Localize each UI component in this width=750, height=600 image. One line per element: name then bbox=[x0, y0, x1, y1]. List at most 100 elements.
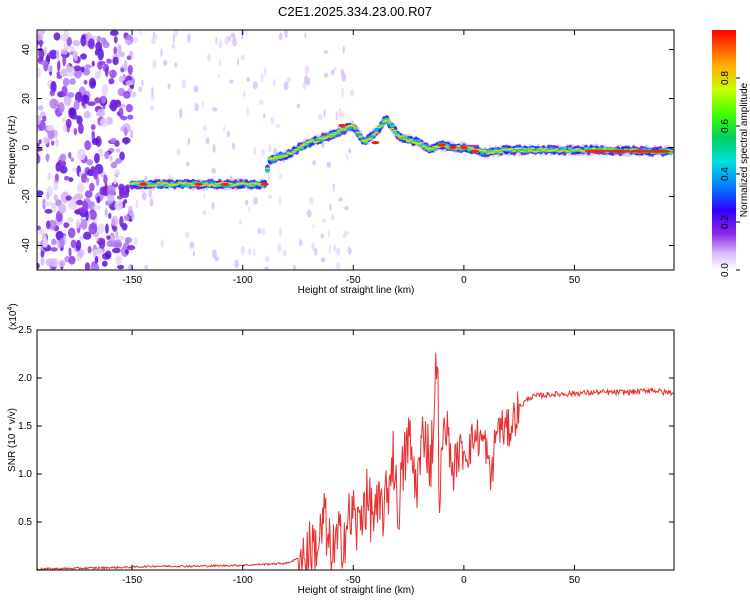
heatmap-faint-blob bbox=[168, 173, 171, 180]
heatmap-faint-blob bbox=[135, 199, 139, 209]
heatmap-ridge-cell bbox=[334, 131, 339, 133]
heatmap-ridge-cell bbox=[602, 148, 607, 150]
heatmap-ridge-cell bbox=[541, 149, 546, 151]
heatmap-ridge-cell bbox=[498, 151, 504, 154]
snr-y-tick-label: 1.5 bbox=[18, 421, 32, 432]
snr-x-ticks: -150 -100 -50 0 50 bbox=[122, 330, 580, 586]
heatmap-ridge-cell bbox=[336, 130, 342, 132]
heatmap-faint-blob bbox=[349, 88, 355, 98]
heatmap-y-tick-label: 0 bbox=[21, 144, 32, 150]
heatmap-noise-blob bbox=[105, 223, 109, 234]
heatmap-faint-blob bbox=[344, 230, 349, 236]
heatmap-noise-blob bbox=[117, 43, 122, 55]
heatmap-noise-blob bbox=[67, 91, 75, 98]
heatmap-noise-blob bbox=[120, 115, 128, 121]
heatmap-peak-cell bbox=[470, 149, 479, 153]
heatmap-ridge-cell bbox=[432, 148, 438, 152]
heatmap-ridge-cell bbox=[466, 146, 472, 148]
heatmap-faint-blob bbox=[278, 227, 282, 237]
heatmap-ridge-cell bbox=[517, 147, 523, 150]
heatmap-faint-blob bbox=[264, 255, 270, 263]
heatmap-noise-blob bbox=[89, 182, 95, 192]
heatmap-noise-blob bbox=[123, 199, 128, 204]
heatmap-ridge-cell bbox=[145, 182, 151, 184]
heatmap-noise-blob bbox=[55, 210, 63, 223]
heatmap-ridge-cell bbox=[283, 155, 289, 157]
heatmap-faint-blob bbox=[202, 125, 208, 131]
heatmap-noise-blob bbox=[113, 36, 118, 44]
heatmap-noise-blob bbox=[127, 244, 136, 251]
heatmap-ridge-cell bbox=[275, 157, 281, 159]
heatmap-faint-blob bbox=[240, 245, 245, 256]
heatmap-noise-blob bbox=[91, 60, 95, 67]
heatmap-noise-blob bbox=[47, 172, 52, 181]
heatmap-peak-cell bbox=[448, 145, 457, 150]
heatmap-faint-blob bbox=[292, 264, 297, 270]
heatmap-noise-blob bbox=[110, 137, 117, 144]
heatmap-noise-blob bbox=[69, 78, 76, 85]
heatmap-faint-blob bbox=[268, 194, 272, 200]
heatmap-ridge-cell bbox=[320, 138, 326, 140]
heatmap-noise-blob bbox=[60, 48, 68, 55]
heatmap-noise-blob bbox=[97, 60, 103, 70]
heatmap-noise-blob bbox=[45, 153, 50, 163]
heatmap-noise-blob bbox=[95, 41, 103, 52]
heatmap-faint-blob bbox=[214, 256, 220, 262]
heatmap-ridge-cell bbox=[495, 149, 501, 152]
heatmap-noise-blob bbox=[107, 192, 115, 204]
heatmap-faint-blob bbox=[236, 58, 240, 66]
heatmap-noise-blob bbox=[79, 235, 84, 241]
heatmap-faint-blob bbox=[240, 54, 246, 61]
heatmap-noise-blob bbox=[116, 195, 124, 200]
heatmap-ridge-cell bbox=[299, 144, 305, 147]
heatmap-ridge-cell bbox=[363, 141, 369, 144]
heatmap-noise-blob bbox=[54, 173, 59, 182]
heatmap-ridge-cell bbox=[395, 134, 400, 137]
heatmap-ridge-cell bbox=[227, 182, 233, 184]
heatmap-noise-blob bbox=[105, 250, 112, 260]
heatmap-faint-blob bbox=[246, 77, 251, 82]
heatmap-ridge-cell bbox=[575, 148, 581, 150]
snr-y-tick-label: 2.0 bbox=[18, 373, 32, 384]
heatmap-noise-blob bbox=[50, 247, 58, 252]
heatmap-faint-blob bbox=[320, 257, 326, 263]
heatmap-noise-blob bbox=[72, 39, 81, 47]
heatmap-y-ticks: -40 -20 0 20 40 bbox=[21, 44, 674, 253]
heatmap-noise-blob bbox=[94, 49, 99, 56]
heatmap-noise-blob bbox=[68, 151, 72, 159]
heatmap-ridge-cell bbox=[288, 153, 294, 155]
heatmap-noise-blob bbox=[84, 140, 92, 151]
heatmap-faint-blob bbox=[172, 33, 175, 43]
heatmap-peak-cell bbox=[371, 141, 380, 145]
heatmap-noise-blob bbox=[55, 137, 59, 148]
snr-y-tick-label: 0.5 bbox=[18, 517, 32, 528]
heatmap-faint-blob bbox=[167, 83, 171, 90]
heatmap-noise-blob bbox=[75, 218, 80, 229]
heatmap-noise-blob bbox=[100, 95, 107, 104]
heatmap-noise-blob bbox=[58, 203, 67, 214]
heatmap-faint-blob bbox=[252, 248, 256, 257]
heatmap-faint-blob bbox=[311, 242, 316, 252]
heatmap-noise-blob bbox=[114, 158, 122, 165]
heatmap-faint-blob bbox=[263, 66, 267, 77]
heatmap-noise-blob bbox=[68, 247, 72, 257]
heatmap-noise-blob bbox=[62, 54, 67, 67]
heatmap-noise-blob bbox=[111, 215, 119, 227]
heatmap-ridge-cell bbox=[429, 147, 435, 149]
heatmap-noise-blob bbox=[61, 85, 68, 97]
heatmap-faint-blob bbox=[323, 109, 326, 118]
heatmap-noise-blob bbox=[80, 218, 88, 230]
heatmap-noise-blob bbox=[97, 48, 104, 61]
heatmap-ridge-cell bbox=[387, 121, 392, 124]
heatmap-faint-blob bbox=[160, 47, 163, 58]
heatmap-ridge-cell bbox=[527, 150, 533, 152]
heatmap-faint-blob bbox=[205, 136, 210, 145]
heatmap-noise-blob bbox=[94, 97, 101, 104]
heatmap-faint-blob bbox=[272, 78, 276, 87]
heatmap-faint-blob bbox=[171, 42, 176, 50]
heatmap-faint-blob bbox=[144, 264, 149, 270]
colorbar-tick-label: 0.8 bbox=[720, 71, 731, 85]
heatmap-noise-blob bbox=[78, 123, 84, 135]
heatmap-faint-blob bbox=[260, 228, 266, 235]
heatmap-noise-blob bbox=[125, 185, 130, 195]
